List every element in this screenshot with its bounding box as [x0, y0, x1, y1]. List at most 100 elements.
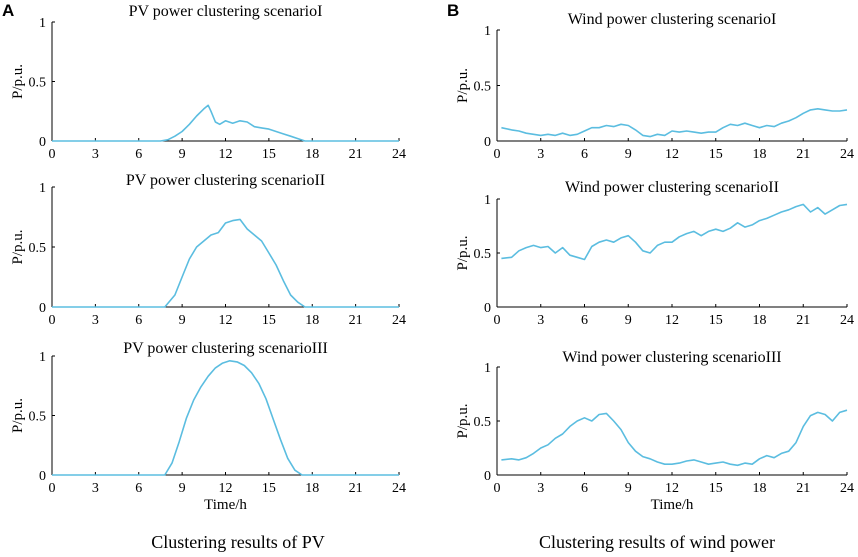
x-tick-label-wind1: 24 [840, 147, 854, 162]
y-tick-label-pv1: 0 [39, 135, 46, 150]
x-tick-label-pv3: 9 [179, 481, 186, 496]
x-tick-label-wind3: 9 [625, 481, 632, 496]
y-axis-label-pv2: P/p.u. [10, 229, 26, 264]
x-tick-label-pv3: 6 [135, 481, 142, 496]
x-tick-label-wind1: 18 [753, 147, 767, 162]
x-tick-label-wind3: 21 [796, 481, 810, 496]
chart-title-pv2: PV power clustering scenarioII [126, 172, 325, 189]
x-tick-label-wind1: 9 [625, 147, 632, 162]
y-tick-label-wind3: 1 [484, 361, 491, 376]
x-tick-label-wind2: 9 [625, 313, 632, 328]
y-tick-label-pv3: 0.5 [29, 410, 47, 425]
x-tick-label-wind3: 0 [494, 481, 501, 496]
x-tick-label-wind3: 3 [537, 481, 544, 496]
y-tick-label-pv2: 1 [39, 181, 46, 196]
chart-title-pv1: PV power clustering scenarioI [129, 3, 323, 20]
x-tick-label-wind3: 18 [753, 481, 767, 496]
y-tick-label-pv3: 1 [39, 350, 46, 365]
series-line-pv2 [52, 218, 399, 308]
x-tick-label-wind1: 21 [796, 147, 810, 162]
panel-letter-b: B [447, 1, 459, 20]
y-tick-label-pv1: 1 [39, 16, 46, 31]
x-tick-label-wind2: 15 [709, 313, 723, 328]
y-axis-label-pv1: P/p.u. [10, 64, 26, 99]
y-axis-label-wind2: P/p.u. [455, 235, 471, 270]
chart-pv2: 0 3 6 9 12 15 18 21 24 0 0.5 1 P/p.u. PV power cluste… [10, 172, 406, 328]
x-tick-label-pv3: 21 [349, 481, 363, 496]
y-tick-label-pv2: 0 [39, 301, 46, 316]
chart-title-wind2: Wind power clustering scenarioII [565, 179, 779, 196]
x-tick-label-pv1: 6 [135, 147, 142, 162]
x-tick-label-pv2: 24 [392, 313, 406, 328]
series-line-wind3 [501, 409, 848, 467]
x-axis-label-pv3: Time/h [204, 497, 247, 513]
chart-wind2: 0 3 6 9 12 15 18 21 24 0 0.5 1 P/p.u. Wind power clus… [455, 179, 854, 328]
y-tick-label-wind1: 1 [484, 24, 491, 39]
y-tick-label-wind2: 1 [484, 193, 491, 208]
x-tick-label-pv1: 18 [305, 147, 319, 162]
x-tick-label-pv2: 6 [135, 313, 142, 328]
x-tick-label-pv3: 18 [305, 481, 319, 496]
series-line-wind1 [501, 108, 848, 138]
y-tick-label-wind2: 0.5 [474, 247, 492, 262]
chart-wind3: 0 3 6 9 12 15 18 21 24 0 0.5 1 P/p.u. Time/h Wind powe… [455, 349, 854, 513]
x-tick-label-pv1: 21 [349, 147, 363, 162]
caption-pv: Clustering results of PV [151, 532, 325, 552]
y-tick-label-wind2: 0 [484, 301, 491, 316]
x-tick-label-wind2: 0 [494, 313, 501, 328]
x-tick-label-wind2: 6 [581, 313, 588, 328]
x-tick-label-pv2: 0 [49, 313, 56, 328]
x-tick-label-pv2: 3 [92, 313, 99, 328]
chart-pv1: 0 3 6 9 12 15 18 21 24 0 0.5 1 P/p.u. PV power cluste… [10, 3, 406, 162]
y-tick-label-wind1: 0.5 [474, 80, 492, 95]
x-tick-label-wind3: 15 [709, 481, 723, 496]
x-tick-label-pv1: 12 [219, 147, 233, 162]
y-tick-label-pv1: 0.5 [29, 76, 47, 91]
x-tick-label-wind3: 12 [665, 481, 679, 496]
series-line-wind2 [501, 203, 848, 261]
chart-pv3: 0 3 6 9 12 15 18 21 24 0 0.5 1 P/p.u. Time/h PV power … [10, 340, 406, 513]
x-tick-label-wind2: 21 [796, 313, 810, 328]
x-tick-label-pv3: 24 [392, 481, 406, 496]
x-tick-label-pv2: 21 [349, 313, 363, 328]
x-tick-label-pv2: 9 [179, 313, 186, 328]
x-tick-label-pv3: 12 [219, 481, 233, 496]
series-line-pv3 [52, 359, 399, 476]
x-tick-label-wind1: 0 [494, 147, 501, 162]
x-tick-label-pv1: 9 [179, 147, 186, 162]
x-tick-label-wind1: 6 [581, 147, 588, 162]
y-tick-label-wind3: 0 [484, 469, 491, 484]
y-tick-label-wind1: 0 [484, 135, 491, 150]
chart-title-wind3: Wind power clustering scenarioIII [562, 349, 781, 366]
series-line-pv1 [52, 104, 399, 142]
y-axis-label-wind1: P/p.u. [455, 68, 471, 103]
chart-wind1: 0 3 6 9 12 15 18 21 24 0 0.5 1 P/p.u. Wind power clus… [455, 11, 854, 162]
x-tick-label-pv3: 15 [262, 481, 276, 496]
x-tick-label-pv2: 18 [305, 313, 319, 328]
x-tick-label-pv1: 3 [92, 147, 99, 162]
x-tick-label-pv1: 24 [392, 147, 406, 162]
x-tick-label-wind2: 18 [753, 313, 767, 328]
x-tick-label-wind3: 24 [840, 481, 854, 496]
x-tick-label-wind1: 15 [709, 147, 723, 162]
y-axis-label-pv3: P/p.u. [10, 398, 26, 433]
x-tick-label-pv2: 15 [262, 313, 276, 328]
x-tick-label-pv3: 0 [49, 481, 56, 496]
panel-letter-a: A [2, 1, 14, 20]
x-tick-label-wind2: 12 [665, 313, 679, 328]
y-tick-label-pv2: 0.5 [29, 241, 47, 256]
x-tick-label-pv1: 15 [262, 147, 276, 162]
y-tick-label-pv3: 0 [39, 469, 46, 484]
chart-title-pv3: PV power clustering scenarioIII [123, 340, 328, 357]
x-tick-label-wind3: 6 [581, 481, 588, 496]
y-axis-label-wind3: P/p.u. [455, 403, 471, 438]
charts-container: 0 3 6 9 12 15 18 21 24 0 0.5 1 P/p.u. PV power cluste… [10, 3, 854, 513]
chart-title-wind1: Wind power clustering scenarioI [568, 11, 777, 28]
x-tick-label-pv3: 3 [92, 481, 99, 496]
x-tick-label-wind1: 12 [665, 147, 679, 162]
x-tick-label-wind1: 3 [537, 147, 544, 162]
x-tick-label-wind2: 3 [537, 313, 544, 328]
x-axis-label-wind3: Time/h [651, 497, 694, 513]
x-tick-label-wind2: 24 [840, 313, 854, 328]
